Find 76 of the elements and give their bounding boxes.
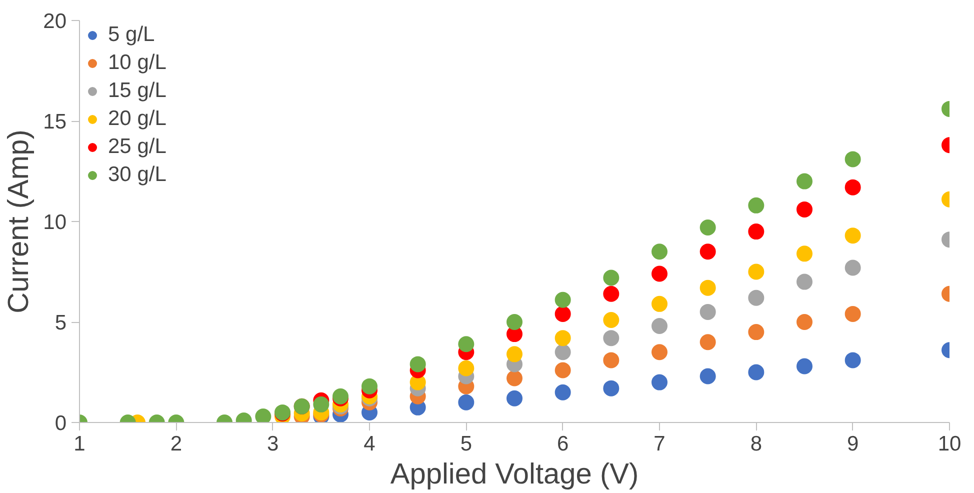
point [700, 368, 716, 384]
point [652, 244, 668, 260]
point [844, 352, 861, 368]
point [796, 201, 812, 218]
point [796, 274, 812, 290]
point [603, 380, 620, 396]
x-tick-label: 3 [266, 432, 279, 456]
x-tick-label: 7 [654, 432, 666, 456]
point [700, 280, 716, 296]
x-tick-label: 5 [460, 432, 472, 456]
point [700, 334, 716, 350]
point [554, 344, 571, 360]
point [652, 374, 668, 390]
point [796, 173, 812, 190]
y-tick-label: 20 [43, 10, 66, 33]
point [844, 306, 861, 322]
point [506, 390, 522, 406]
point [844, 151, 861, 168]
x-axis-title: Applied Voltage (V) [390, 458, 639, 490]
legend-label: 30 g/L [108, 162, 166, 188]
point [458, 360, 474, 376]
x-tick-label: 8 [750, 432, 762, 456]
point [603, 286, 620, 302]
point [652, 266, 668, 282]
legend-label: 10 g/L [108, 50, 166, 76]
point [748, 197, 764, 214]
point [362, 378, 378, 394]
x-tick-label: 2 [170, 432, 182, 456]
point [554, 362, 571, 378]
point [748, 264, 764, 280]
point [844, 260, 861, 276]
point [554, 330, 571, 346]
point [313, 396, 330, 412]
point [458, 336, 474, 352]
point [652, 296, 668, 312]
y-tick-label: 15 [43, 110, 66, 134]
legend-label: 20 g/L [108, 106, 166, 132]
point [700, 220, 716, 236]
point [652, 318, 668, 334]
point [410, 356, 426, 372]
point [458, 394, 474, 410]
point [554, 306, 571, 322]
point [796, 246, 812, 262]
point [844, 228, 861, 244]
x-tick-label: 4 [364, 432, 376, 456]
point [255, 408, 272, 422]
point [748, 324, 764, 340]
y-tick-label: 10 [43, 211, 66, 234]
point [748, 364, 764, 380]
y-tick-label: 5 [54, 312, 67, 334]
x-tick-label: 10 [938, 432, 962, 456]
point [554, 384, 571, 400]
point [796, 358, 812, 374]
point [506, 346, 522, 362]
point [652, 344, 668, 360]
point [700, 304, 716, 320]
point [506, 370, 522, 386]
x-tick-label: 1 [74, 432, 86, 456]
point [603, 352, 620, 368]
point [603, 312, 620, 328]
legend-label: 5 g/L [108, 22, 155, 48]
x-tick-label: 9 [846, 432, 859, 456]
y-tick-label: 0 [54, 412, 67, 435]
point [700, 244, 716, 260]
point [506, 314, 522, 330]
point [748, 224, 764, 240]
point [603, 270, 620, 286]
legend-label: 15 g/L [108, 78, 166, 104]
point [796, 314, 812, 330]
point [844, 179, 861, 196]
point [748, 290, 764, 306]
point [554, 292, 571, 308]
legend-label: 25 g/L [108, 134, 166, 160]
y-axis-title: Current (Amp) [3, 130, 36, 314]
point [603, 330, 620, 346]
x-tick-label: 6 [556, 432, 569, 456]
